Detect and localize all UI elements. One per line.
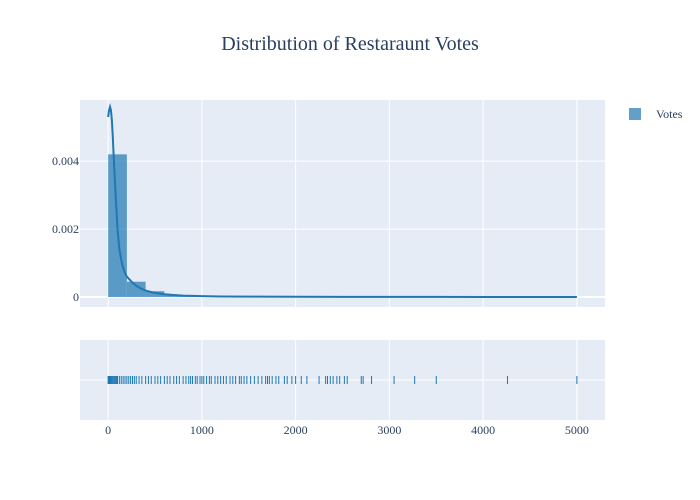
legend-swatch: [629, 108, 641, 120]
x-tick-label: 3000: [377, 423, 401, 437]
y-tick-label: 0.004: [52, 154, 79, 168]
x-tick-label: 2000: [284, 423, 308, 437]
histogram-bar: [126, 281, 146, 297]
x-tick-label: 1000: [190, 423, 214, 437]
x-axis-ticks: 0 1000 2000 3000 4000 5000: [105, 423, 589, 437]
x-tick-label: 5000: [565, 423, 589, 437]
legend[interactable]: Votes: [629, 107, 683, 121]
y-tick-label: 0: [73, 290, 79, 304]
legend-label: Votes: [656, 107, 683, 121]
x-tick-label: 0: [105, 423, 111, 437]
chart-title: Distribution of Restaraunt Votes: [221, 33, 479, 55]
rug-ticks: [107, 376, 578, 384]
y-tick-label: 0.002: [52, 222, 79, 236]
histogram-bar: [145, 291, 165, 297]
density-line: [107, 103, 577, 298]
y-axis-ticks: 0 0.002 0.004: [52, 154, 79, 304]
main-plot-area: [80, 100, 605, 307]
density-curve: [107, 103, 577, 298]
x-tick-label: 4000: [471, 423, 495, 437]
